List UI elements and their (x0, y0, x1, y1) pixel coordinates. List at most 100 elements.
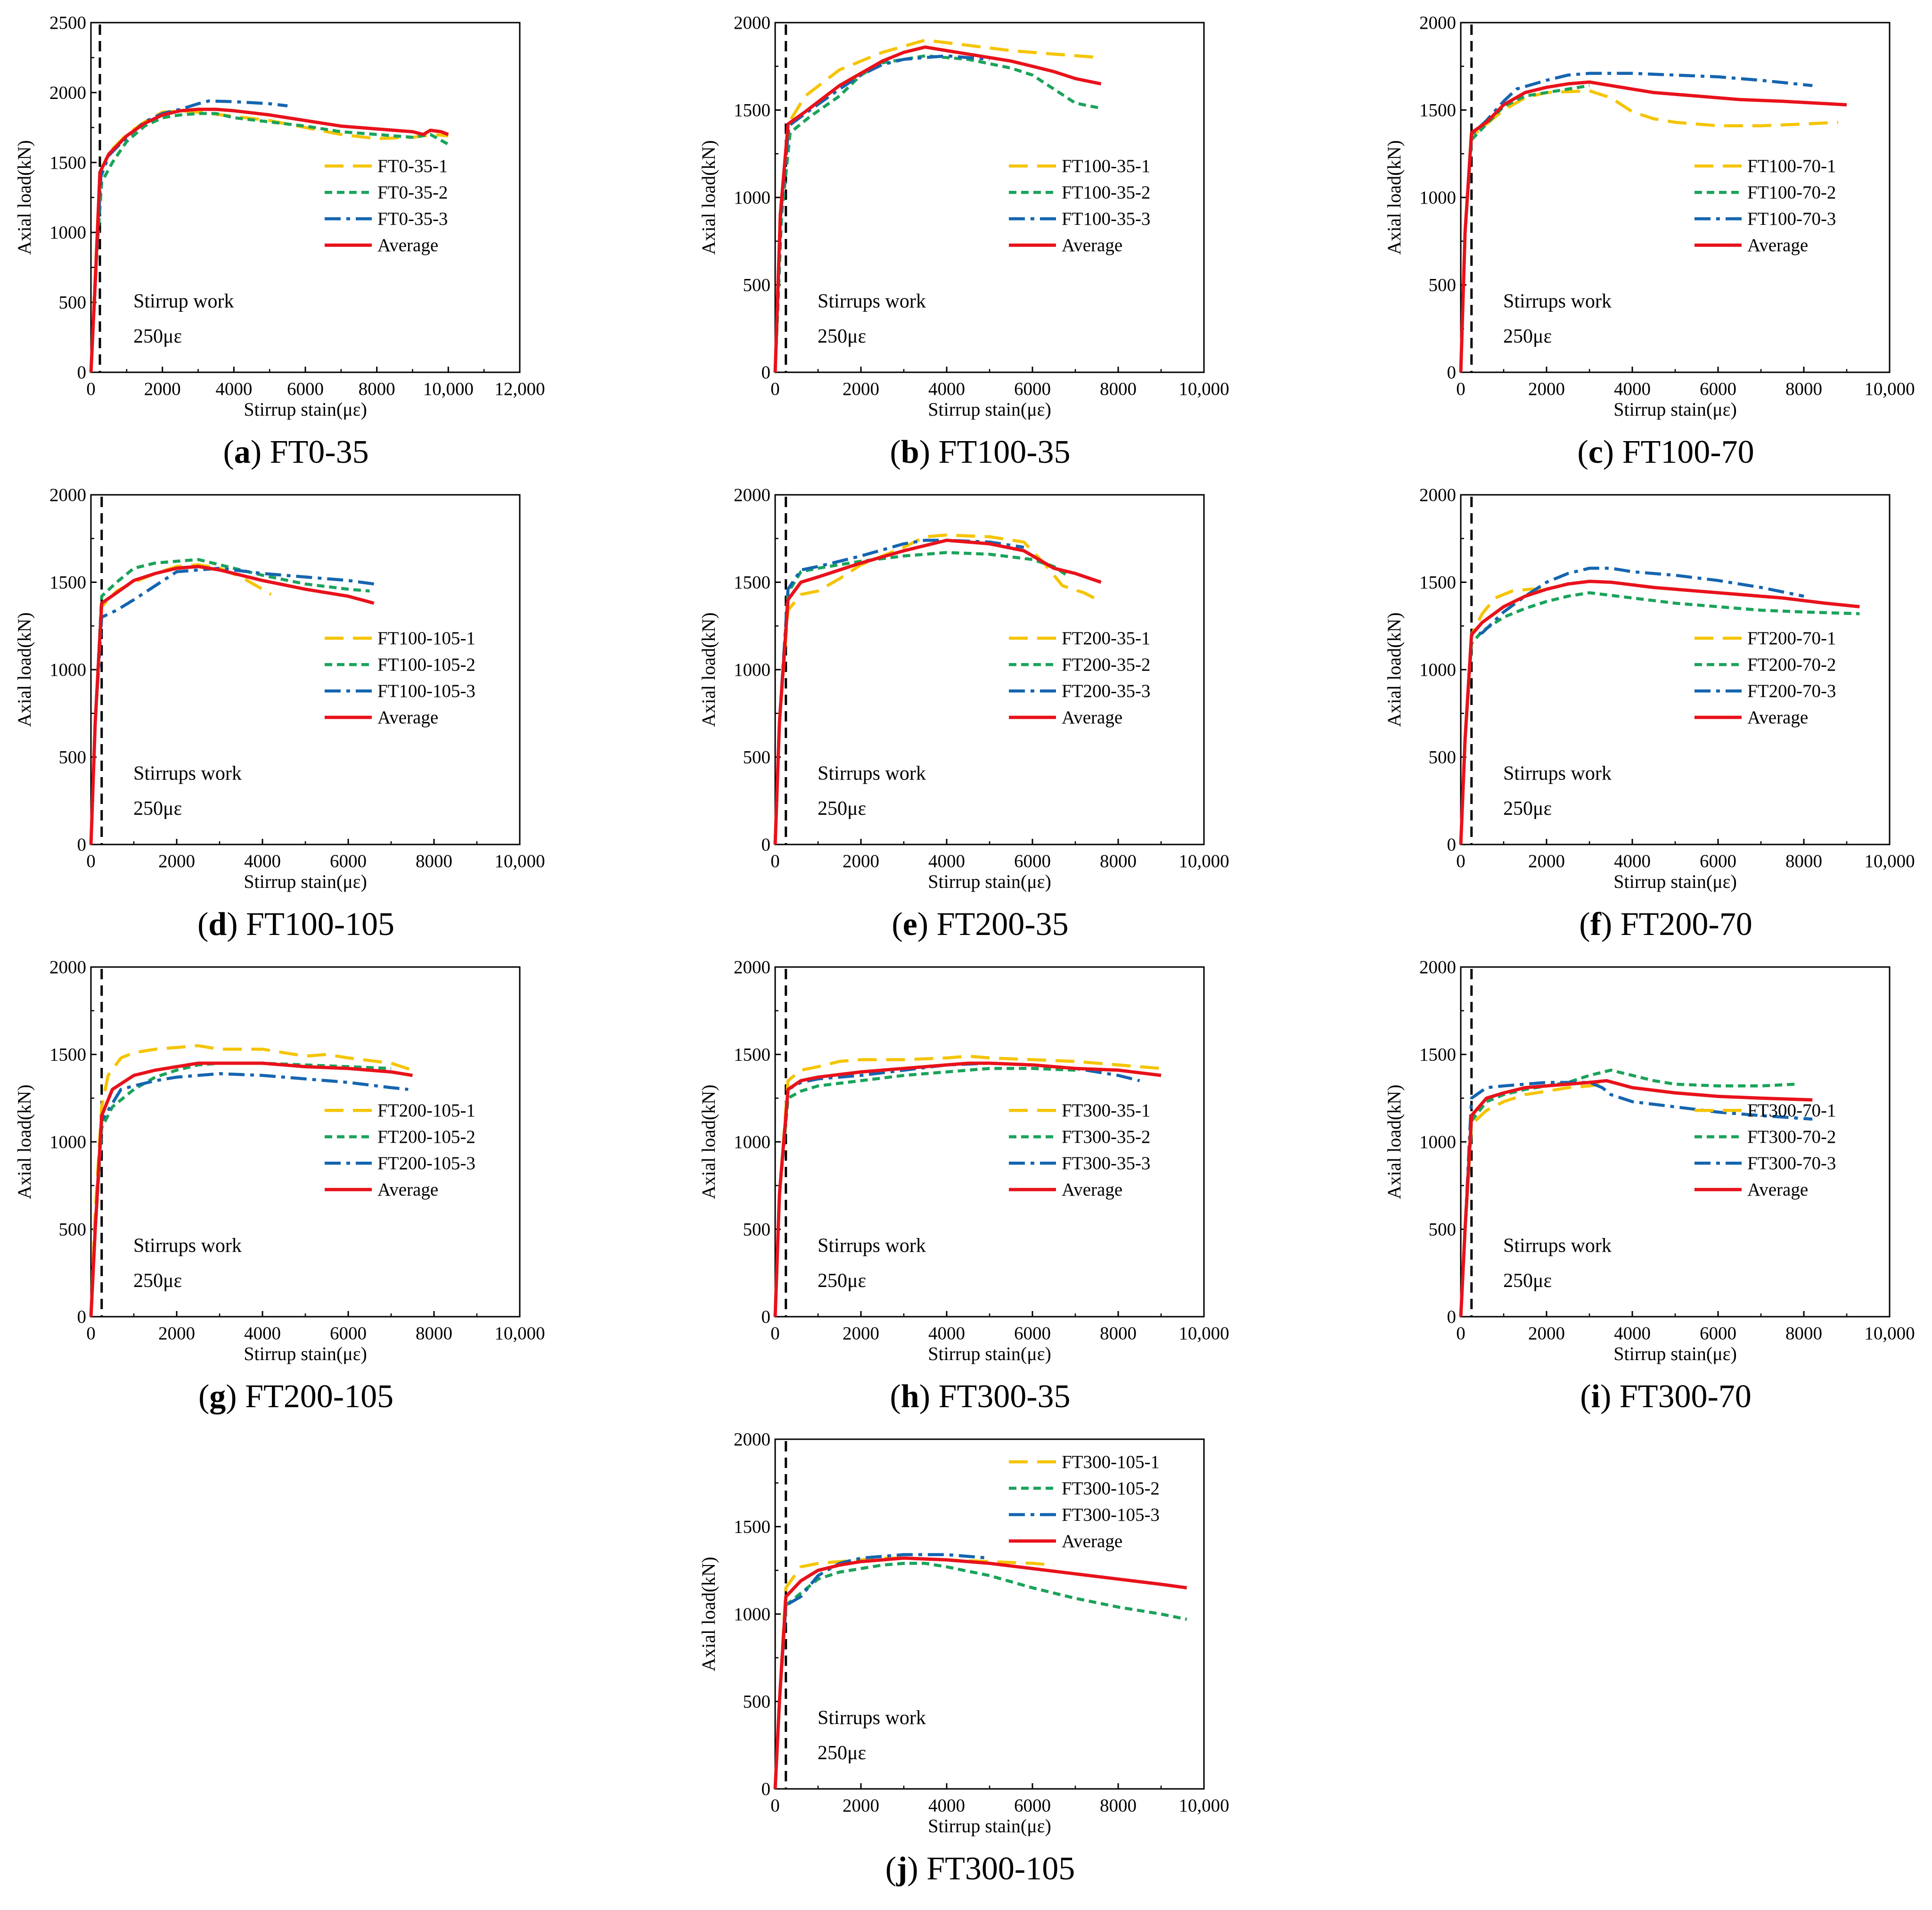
x-tick-label: 8000 (1785, 851, 1822, 871)
y-axis-label: Axial load(kN) (1384, 612, 1405, 727)
annotation-stirrup-work: Stirrups work (1503, 291, 1612, 312)
chart-panel-d: 0 2000 4000 6000 8000 10,000 0 500 1000 1500 2000 S… (14, 485, 545, 943)
panel-letter: i (1591, 1378, 1600, 1415)
x-tick-label: 2000 (1528, 1323, 1565, 1344)
panel-name: FT100-35 (930, 434, 1071, 470)
series-line-2 (773, 1562, 1187, 1789)
panel-caption: (c) FT100-70 (1577, 434, 1754, 470)
annotation-stirrup-work: Stirrups work (1503, 1235, 1612, 1257)
y-tick-label: 2000 (49, 82, 86, 103)
x-tick-label: 0 (770, 379, 780, 399)
legend-label: Average (377, 707, 438, 728)
x-tick-label: 2000 (158, 1323, 195, 1344)
x-tick-label: 4000 (928, 379, 965, 399)
y-tick-label: 1000 (734, 1604, 770, 1624)
chart-panel-a: 0 2000 4000 6000 8000 10,000 12,000 0 500 1000 150… (14, 13, 545, 470)
annotation-strain-value: 250με (1503, 798, 1552, 820)
legend-label: FT100-35-3 (1062, 209, 1151, 229)
plot-frame (90, 22, 521, 373)
series-line-4 (773, 1061, 1162, 1317)
x-tick-label: 0 (770, 1795, 780, 1816)
x-tick-label: 4000 (928, 1323, 965, 1344)
series-line-3 (773, 54, 990, 373)
series-line-4 (89, 565, 375, 845)
panel-letter: b (901, 434, 919, 470)
x-tick-label: 8000 (416, 851, 452, 871)
legend-label: Average (1747, 707, 1808, 728)
panel-letter: h (901, 1378, 919, 1415)
y-tick-label: 1000 (734, 660, 770, 680)
x-tick-label: 2000 (158, 851, 195, 871)
y-tick-label: 500 (59, 293, 87, 313)
x-tick-label: 6000 (287, 379, 324, 399)
legend-label: FT300-35-1 (1062, 1100, 1151, 1121)
y-tick-label: 500 (1429, 747, 1457, 768)
x-tick-label: 10,000 (1864, 1323, 1915, 1344)
x-tick-label: 12,000 (494, 379, 545, 399)
y-tick-label: 500 (59, 1220, 87, 1240)
y-tick-label: 500 (743, 1692, 771, 1712)
legend-label: Average (1747, 235, 1808, 255)
x-tick-label: 8000 (1100, 851, 1137, 871)
legend-label: FT300-70-2 (1747, 1127, 1836, 1147)
y-tick-label: 1000 (49, 660, 86, 680)
x-tick-label: 10,000 (1179, 851, 1229, 871)
annotation-strain-value: 250με (818, 1742, 866, 1764)
x-tick-label: 4000 (244, 1323, 281, 1344)
panel-caption: (i) FT300-70 (1580, 1378, 1752, 1415)
series-line-3 (1459, 72, 1813, 373)
x-tick-label: 6000 (1014, 1795, 1051, 1816)
x-tick-label: 8000 (1785, 1323, 1822, 1344)
x-tick-label: 4000 (215, 379, 252, 399)
x-tick-label: 2000 (843, 851, 879, 871)
annotation-strain-value: 250με (818, 1270, 866, 1292)
x-tick-label: 6000 (1700, 851, 1736, 871)
x-tick-label: 10,000 (494, 1323, 545, 1344)
y-tick-label: 0 (77, 835, 87, 855)
x-tick-label: 2000 (1528, 851, 1565, 871)
x-tick-label: 0 (86, 1323, 96, 1344)
y-tick-label: 0 (761, 1307, 771, 1327)
x-axis-label: Stirrup stain(με) (244, 871, 367, 892)
annotation-stirrup-work: Stirrups work (818, 1707, 926, 1729)
legend-label: FT200-35-1 (1062, 628, 1151, 648)
series-line-4 (89, 107, 449, 373)
y-tick-label: 1000 (734, 1132, 770, 1152)
panel-caption: (g) FT200-105 (198, 1378, 393, 1415)
x-tick-label: 4000 (1614, 1323, 1651, 1344)
panel-name: FT300-105 (918, 1851, 1075, 1887)
y-tick-label: 1000 (49, 1132, 86, 1152)
legend-label: FT100-70-2 (1747, 182, 1836, 203)
y-tick-label: 2000 (1419, 13, 1456, 33)
x-tick-label: 6000 (1014, 851, 1051, 871)
series-line-4 (1459, 580, 1860, 845)
annotation-strain-value: 250με (818, 326, 866, 347)
y-tick-label: 0 (77, 362, 87, 383)
y-tick-label: 1000 (1419, 660, 1456, 680)
legend-label: FT200-35-3 (1062, 681, 1151, 701)
series-line-3 (89, 1072, 409, 1317)
legend-label: FT0-35-2 (377, 182, 448, 203)
chart-panel-c: 0 2000 4000 6000 8000 10,000 0 500 1000 1500 2000 S… (1384, 13, 1915, 470)
panel-letter: f (1590, 906, 1602, 943)
panel-letter: c (1588, 434, 1603, 470)
x-axis-label: Stirrup stain(με) (928, 399, 1051, 420)
y-axis-label: Axial load(kN) (698, 1557, 719, 1671)
legend-label: FT100-105-2 (377, 655, 475, 675)
legend-label: Average (1062, 1531, 1122, 1551)
legend-label: Average (377, 235, 438, 255)
legend-label: FT200-105-3 (377, 1153, 475, 1173)
y-tick-label: 500 (743, 747, 771, 768)
panel-letter: j (896, 1851, 907, 1887)
y-tick-label: 1000 (1419, 1132, 1456, 1152)
y-tick-label: 1000 (734, 188, 770, 208)
y-tick-label: 2000 (49, 485, 86, 505)
y-tick-label: 0 (77, 1307, 87, 1327)
chart-panel-f: 0 2000 4000 6000 8000 10,000 0 500 1000 1500 2000 S… (1384, 485, 1915, 943)
x-tick-label: 2000 (843, 379, 879, 399)
panel-name: FT100-105 (238, 906, 395, 943)
panel-name: FT300-35 (930, 1378, 1071, 1415)
x-tick-label: 8000 (359, 379, 395, 399)
legend-label: FT200-70-3 (1747, 681, 1836, 701)
